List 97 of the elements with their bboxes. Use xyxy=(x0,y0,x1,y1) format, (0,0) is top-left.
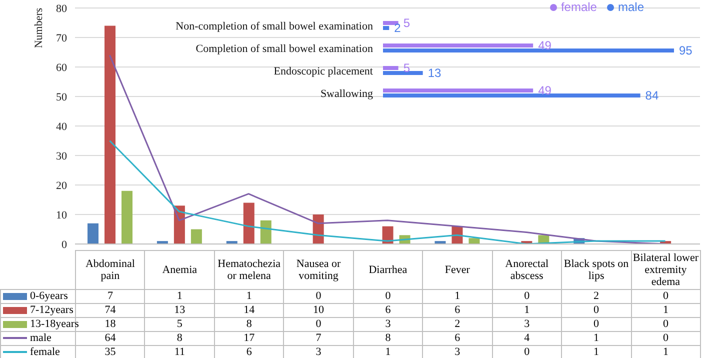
data-label: 3 xyxy=(353,318,423,332)
data-label: 13 xyxy=(428,66,442,80)
data-label: 6 xyxy=(353,304,423,318)
y-tick-label: 0 xyxy=(62,238,68,251)
bar xyxy=(122,190,132,244)
data-label: 1 xyxy=(631,304,700,318)
data-label: 1 xyxy=(144,290,214,304)
bar xyxy=(383,26,390,30)
x-tick-label: Abdominal pain xyxy=(76,250,145,290)
data-label: 4 xyxy=(492,332,562,346)
y-tick-label: Non-completion of small bowel examination xyxy=(176,20,374,32)
data-label: 0 xyxy=(562,304,631,318)
x-tick-label: Bilateral lower extremity edema xyxy=(631,250,700,290)
data-label: 2 xyxy=(422,318,492,332)
legend-label: 7-12years xyxy=(0,304,76,318)
data-label: 95 xyxy=(679,44,693,58)
data-label: 18 xyxy=(104,318,116,330)
y-tick-label: 30 xyxy=(56,150,68,162)
data-label: 1 xyxy=(353,346,423,358)
data-label: 0 xyxy=(631,332,700,346)
data-label: 0 xyxy=(492,290,562,304)
x-tick-label: Anorectal abscess xyxy=(492,250,562,290)
data-label: 74 xyxy=(76,304,145,318)
y-tick-label: 50 xyxy=(56,91,68,104)
bar xyxy=(383,48,674,52)
data-label: 1 xyxy=(631,346,700,358)
data-label: 1 xyxy=(422,290,492,304)
data-label: 5 xyxy=(403,16,410,30)
data-label: 6 xyxy=(214,346,284,358)
y-tick-label: 20 xyxy=(56,180,68,192)
data-label: 0 xyxy=(353,290,423,304)
bar xyxy=(383,66,398,70)
data-label: 0 xyxy=(631,318,700,332)
data-label: 64 xyxy=(76,332,145,346)
data-label: 11 xyxy=(144,346,214,358)
data-label: 0 xyxy=(284,318,354,332)
data-label: 3 xyxy=(422,346,492,358)
y-tick-label: Swallowing xyxy=(320,88,374,100)
data-label: 10 xyxy=(284,304,354,318)
y-tick-label: 40 xyxy=(56,120,68,133)
data-label: 1 xyxy=(562,346,631,358)
y-tick-label: Endoscopic placement xyxy=(274,65,373,78)
data-label: 14 xyxy=(214,304,284,318)
data-label: 1 xyxy=(492,304,562,318)
bar xyxy=(383,88,534,92)
x-tick-label: Anemia xyxy=(144,250,214,290)
data-label: 6 xyxy=(422,332,492,346)
x-tick-label: Black spots on lips xyxy=(562,250,631,290)
y-tick-label: 60 xyxy=(56,62,68,74)
data-label: 8 xyxy=(214,318,284,332)
y-tick-label: 10 xyxy=(56,209,68,222)
bar xyxy=(260,220,272,244)
bar xyxy=(190,229,202,244)
bar xyxy=(88,223,98,244)
data-label: 3 xyxy=(492,318,562,332)
data-label: 1 xyxy=(562,332,631,346)
bar xyxy=(383,71,423,75)
bar xyxy=(383,44,534,48)
x-tick-label: Diarrhea xyxy=(353,250,423,290)
line-series xyxy=(108,54,666,244)
data-label: 2 xyxy=(562,290,631,304)
data-label: 0 xyxy=(492,346,562,358)
bar xyxy=(468,238,480,244)
x-tick-label: Hematochezia or melena xyxy=(214,250,284,290)
y-tick-label: 70 xyxy=(56,32,68,44)
x-tick-label: Nausea or vomiting xyxy=(284,250,354,290)
y-axis-title: Numbers xyxy=(33,8,45,48)
y-tick-label: 80 xyxy=(56,2,68,15)
data-label: 2 xyxy=(394,21,402,35)
data-label: 0 xyxy=(562,318,631,332)
data-label: 0 xyxy=(284,290,354,304)
bar xyxy=(104,26,116,244)
data-label: 5 xyxy=(144,318,214,332)
data-label: 84 xyxy=(645,88,659,102)
data-label: 6 xyxy=(422,304,492,318)
data-label: 1 xyxy=(214,290,284,304)
data-label: 7 xyxy=(284,332,354,346)
data-label: 3 xyxy=(284,346,354,358)
data-label: 13 xyxy=(144,304,214,318)
y-tick-label: Completion of small bowel examination xyxy=(196,42,374,55)
data-label: 8 xyxy=(353,332,423,346)
legend-label: 0-6years xyxy=(0,290,76,304)
legend-label: male xyxy=(0,332,76,346)
bar xyxy=(383,94,640,98)
data-label: 35 xyxy=(76,346,145,358)
line-series xyxy=(108,140,666,244)
legend-label: male xyxy=(618,0,644,14)
legend-label: female xyxy=(560,0,597,14)
bar xyxy=(383,21,398,25)
data-label: 8 xyxy=(144,332,214,346)
bar xyxy=(243,202,254,244)
data-label: 17 xyxy=(214,332,284,346)
data-label: 7 xyxy=(76,290,145,304)
legend-label: 13-18years xyxy=(29,318,79,332)
data-label: 0 xyxy=(631,290,700,304)
legend-label: female xyxy=(0,346,76,358)
x-tick-label: Fever xyxy=(422,250,492,290)
